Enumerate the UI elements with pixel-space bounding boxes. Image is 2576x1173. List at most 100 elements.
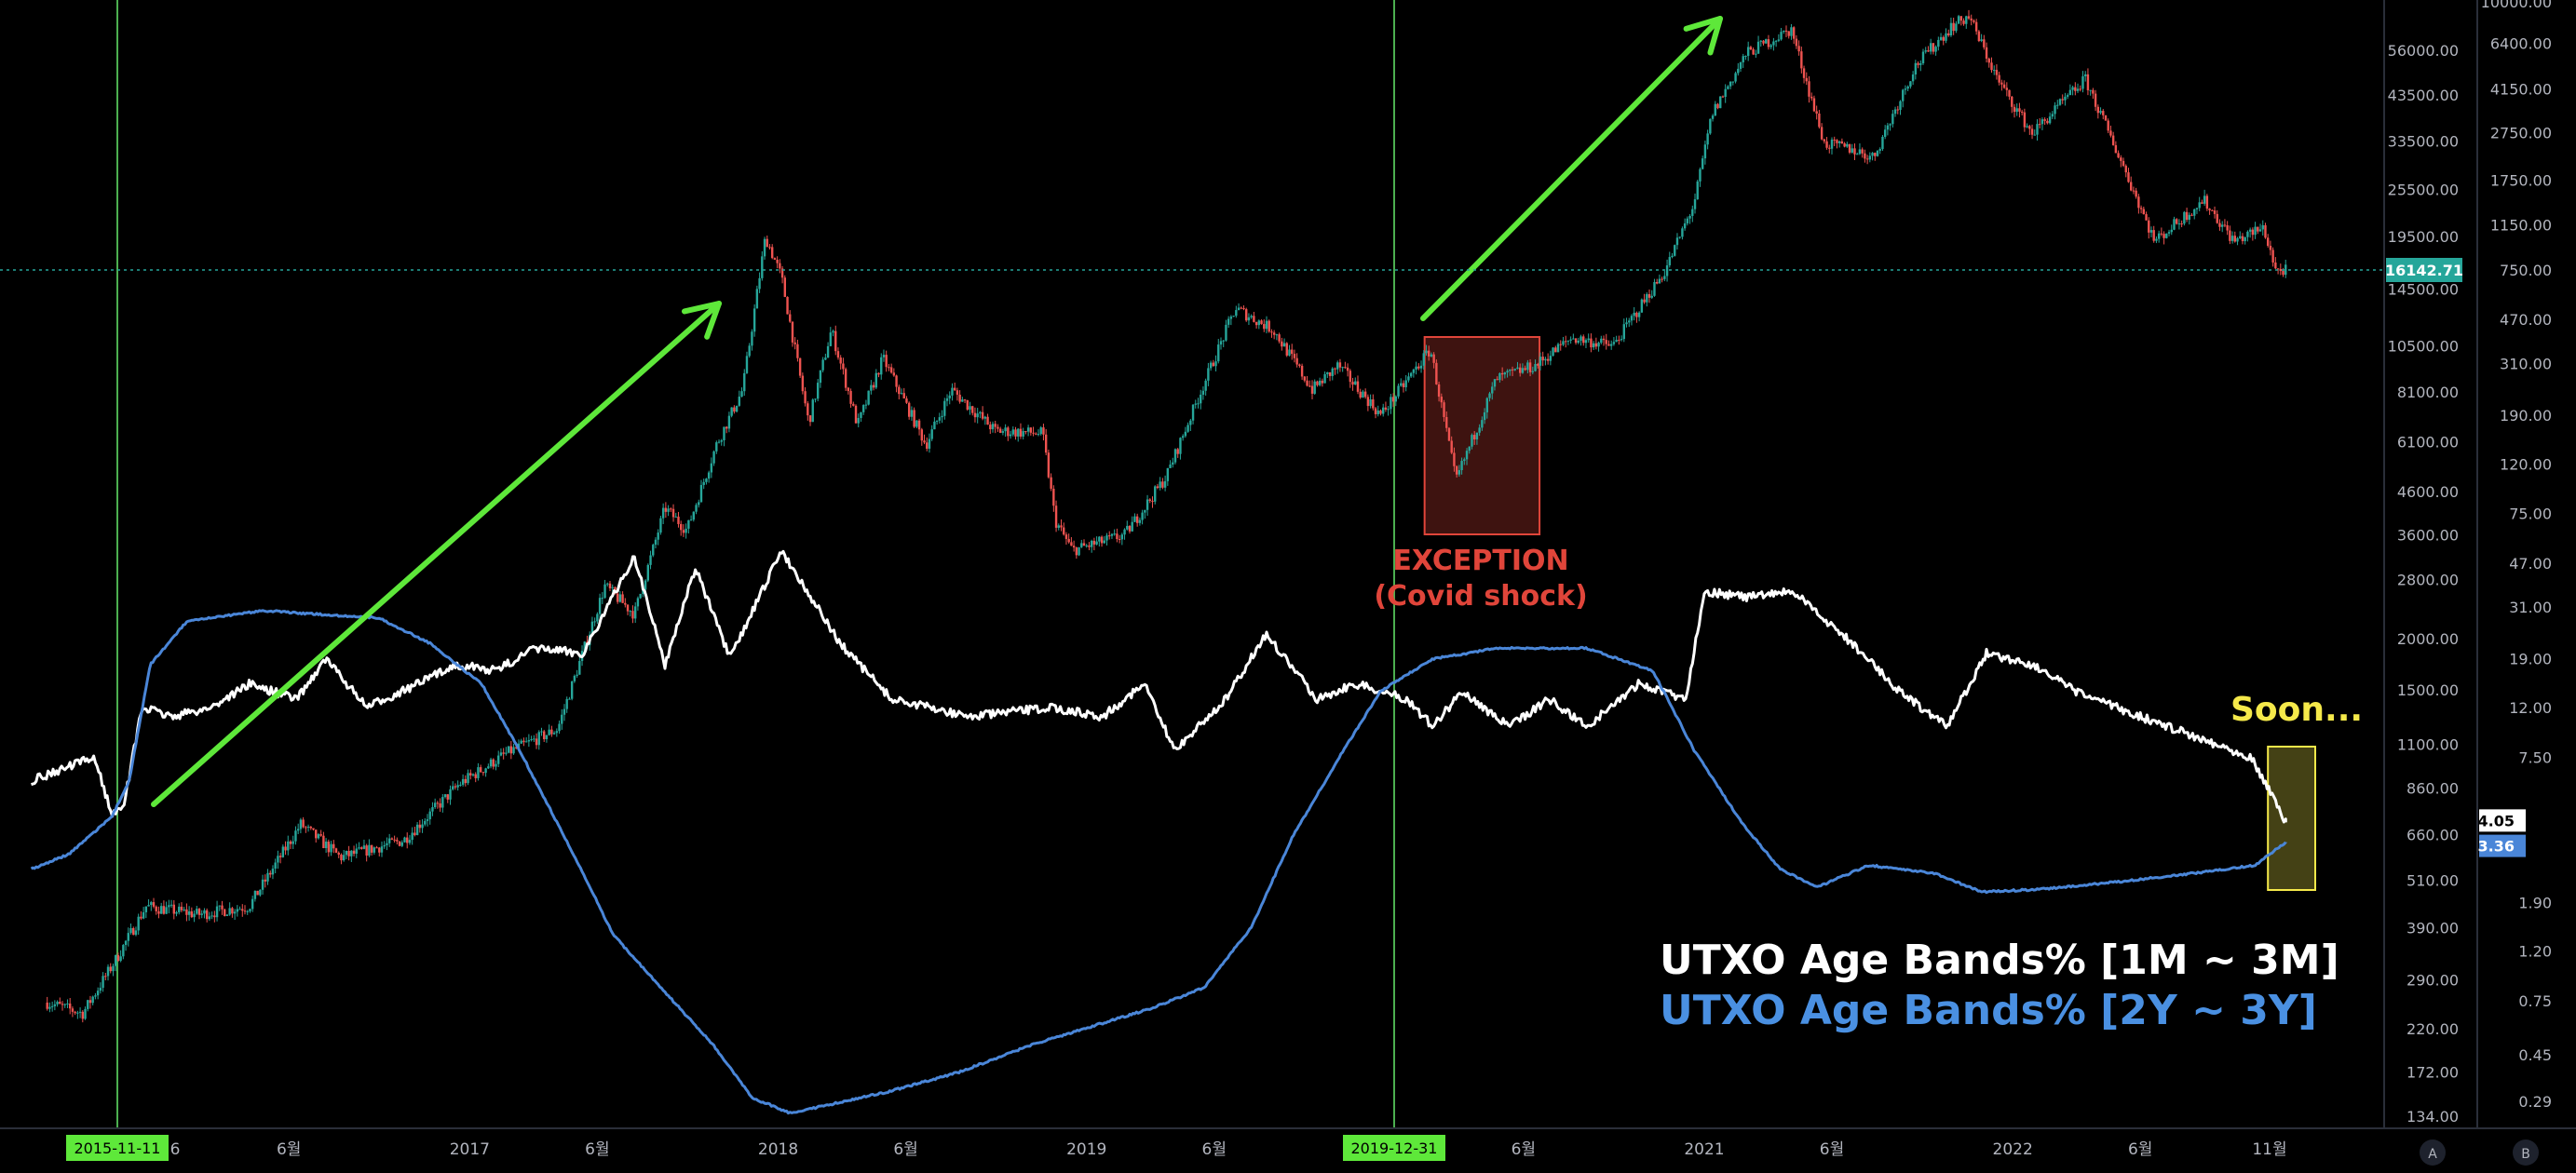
price-candle [1151, 500, 1154, 502]
price-candle [2015, 108, 2018, 113]
price-candle [1217, 344, 1220, 362]
price-candle [2167, 232, 2171, 234]
price-candle [1594, 343, 1598, 347]
price-candle [1643, 299, 1646, 303]
price-candle [221, 905, 224, 910]
price-candle [1947, 33, 1950, 35]
price-candle [2203, 196, 2206, 204]
price-candle [761, 256, 764, 278]
price-candle [834, 330, 837, 352]
price-candle [626, 604, 630, 612]
time-axis[interactable]: 2015-11-11 6 6월 2017 6월 2018 6월 2019 6월 2019-12-3… [66, 1135, 2287, 1161]
price-candle [1881, 136, 1884, 150]
price-candle [1082, 543, 1086, 546]
price-candle [958, 394, 961, 402]
price-candle [502, 752, 505, 754]
price-candle [1270, 331, 1273, 333]
price-candle [1765, 39, 1768, 44]
price-candle [2211, 209, 2214, 211]
band-last-value-box [2479, 834, 2526, 857]
second-scale-button[interactable] [2513, 1139, 2539, 1166]
price-candle [1774, 40, 1778, 42]
price-candle [168, 905, 170, 908]
price-candle [1498, 372, 1501, 381]
price-candle [596, 613, 599, 622]
price-candle [1646, 293, 1648, 303]
price-candle [1724, 88, 1727, 98]
price-candle [1734, 73, 1737, 82]
price-candle [1899, 101, 1902, 111]
price-tick-label: 510.00 [2407, 871, 2459, 889]
auto-scale-button[interactable] [2420, 1139, 2446, 1166]
price-axis[interactable]: 56000.00 43500.00 33500.00 25500.00 19500.00… [2388, 42, 2459, 1126]
price-candle [515, 747, 518, 748]
price-candle [1952, 22, 1955, 32]
price-candle [520, 740, 522, 744]
price-candle [2109, 130, 2112, 136]
price-candle [738, 397, 741, 406]
price-candle [127, 933, 129, 941]
price-candle [791, 321, 794, 343]
price-candle [1260, 320, 1263, 325]
time-tick-label: 2017 [450, 1140, 490, 1159]
price-candle [1103, 540, 1105, 544]
price-candle [1848, 143, 1851, 153]
price-candle [2233, 236, 2237, 242]
price-candle [844, 369, 847, 388]
price-candle [1509, 369, 1512, 371]
price-candle [1440, 397, 1444, 403]
price-candle [1516, 367, 1519, 370]
price-candle [902, 393, 905, 399]
price-candle [611, 586, 614, 588]
price-candle [1962, 20, 1965, 24]
band-axis[interactable]: 6400.00 4150.00 2750.00 1750.00 1150.00 750.0… [2481, 0, 2552, 1111]
price-candle [2092, 89, 2095, 94]
price-candle [1731, 81, 1735, 83]
band-tick-label: 0.45 [2518, 1046, 2552, 1064]
price-candle [565, 698, 568, 709]
price-candle [1186, 425, 1189, 432]
price-candle [725, 426, 728, 429]
price-candle [1323, 373, 1326, 384]
price-candle [2274, 262, 2277, 269]
price-candle [368, 844, 371, 856]
price-candle [1518, 367, 1522, 373]
price-candle [1191, 404, 1195, 421]
price-candle [590, 621, 594, 635]
price-candle [487, 766, 490, 769]
price-candle [224, 909, 226, 916]
date-marker-label: 2019-12-31 [1351, 1139, 1438, 1157]
price-candle [1559, 344, 1562, 345]
date-marker-tag [66, 1135, 169, 1161]
price-candle [1719, 96, 1722, 109]
price-candle [1039, 427, 1042, 435]
price-candle [1250, 316, 1253, 317]
price-candle [2160, 233, 2163, 235]
price-candle [1009, 434, 1012, 437]
price-candle [1756, 41, 1760, 54]
price-candle [122, 945, 125, 957]
blue-series-line [30, 609, 2287, 1115]
price-candle [807, 403, 809, 416]
price-candle [1154, 486, 1157, 502]
price-candle [426, 819, 429, 821]
price-candle [1072, 546, 1076, 548]
price-candle [1653, 281, 1656, 296]
price-candle [1787, 31, 1790, 36]
price-candle [2051, 114, 2054, 117]
price-tick-label: 172.00 [2407, 1064, 2459, 1082]
price-candle [1268, 320, 1270, 332]
price-candle [281, 846, 285, 857]
price-candle [1833, 139, 1836, 141]
band-tick-label: 1.20 [2518, 943, 2552, 961]
price-candle [1790, 27, 1793, 36]
price-candle [1161, 481, 1164, 488]
price-candle [1407, 376, 1410, 381]
price-candle [1921, 51, 1925, 64]
price-candle [766, 238, 768, 248]
price-candle [1351, 382, 1354, 385]
price-candle [1572, 338, 1575, 340]
price-candle [144, 906, 148, 912]
price-candle [1513, 369, 1516, 371]
trend-arrow-head [681, 301, 722, 340]
